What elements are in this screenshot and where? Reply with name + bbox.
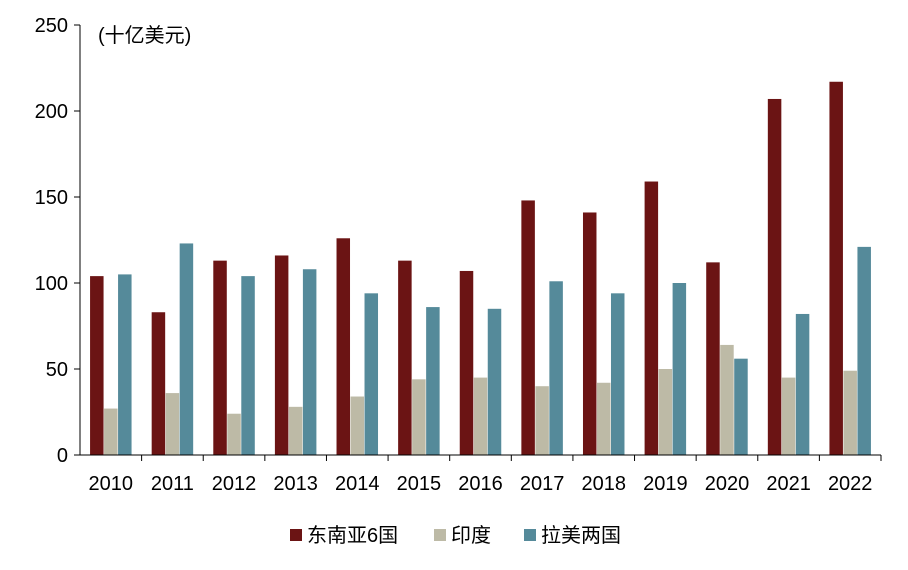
bar-series-2-2017 [549, 281, 563, 455]
bar-series-2-2011 [179, 243, 194, 455]
bar-series-2-2022 [857, 246, 871, 455]
bar-series-0-2020 [706, 262, 720, 455]
bar-series-0-2011 [151, 312, 166, 455]
bar-series-1-2022 [843, 370, 857, 455]
x-tick-label: 2014 [335, 473, 380, 495]
bar-series-1-2019 [658, 369, 673, 455]
bars-layer [90, 81, 871, 456]
unit-label: (十亿美元) [98, 24, 191, 47]
bar-series-0-2010 [90, 276, 104, 455]
bar-series-2-2016 [487, 308, 502, 455]
bar-series-0-2012 [213, 260, 227, 455]
bar-series-1-2016 [473, 377, 488, 455]
bar-series-1-2017 [535, 386, 549, 455]
bar-series-1-2011 [165, 393, 180, 455]
bar-series-1-2012 [227, 413, 241, 455]
legend-item-0: 东南亚6国 [290, 524, 398, 547]
axes-layer [79, 25, 881, 456]
bar-series-2-2015 [426, 307, 440, 455]
bar-series-0-2015 [398, 260, 412, 455]
bar-series-0-2019 [644, 181, 659, 455]
x-tick-label: 2016 [458, 473, 503, 495]
y-tick-label: 50 [46, 359, 68, 381]
bar-series-1-2010 [104, 408, 118, 455]
x-tick-label: 2015 [397, 473, 442, 495]
bar-series-0-2013 [274, 255, 289, 455]
bar-series-1-2013 [288, 406, 303, 455]
bar-series-2-2012 [241, 276, 255, 455]
y-tick-label: 0 [57, 445, 68, 467]
bar-series-0-2017 [521, 200, 535, 455]
bar-series-2-2020 [734, 358, 748, 455]
x-tick-label: 2021 [766, 473, 811, 495]
y-tick-label: 200 [35, 101, 68, 123]
bar-series-1-2021 [781, 377, 796, 455]
x-tick-label: 2018 [581, 473, 626, 495]
bar-series-0-2021 [767, 98, 782, 456]
x-tick-label: 2012 [212, 473, 257, 495]
bar-series-2-2018 [610, 293, 625, 455]
legend-swatch [290, 529, 302, 541]
x-tick-label: 2017 [520, 473, 565, 495]
legend-swatch [524, 529, 536, 541]
legend-item-2: 拉美两国 [524, 524, 621, 547]
legend-label: 拉美两国 [541, 524, 621, 547]
legend-swatch [434, 529, 446, 541]
bar-series-1-2018 [596, 382, 611, 455]
x-tick-label: 2020 [705, 473, 750, 495]
bar-series-1-2020 [720, 344, 734, 455]
x-ticks: 2010 2011 2012 2013 2014 2015 2016 2017 2018 2019… [89, 455, 882, 495]
bar-series-2-2010 [118, 274, 132, 455]
x-tick-label: 2010 [89, 473, 134, 495]
bar-series-0-2014 [336, 238, 351, 455]
x-tick-label: 2019 [643, 473, 688, 495]
bar-series-1-2014 [350, 396, 365, 455]
bar-series-2-2019 [672, 283, 687, 455]
legend-label: 东南亚6国 [307, 524, 398, 547]
legend: 东南亚6国 印度 拉美两国 [290, 524, 621, 547]
x-tick-label: 2011 [151, 473, 194, 495]
x-tick-label: 2022 [828, 473, 873, 495]
y-tick-label: 100 [35, 273, 68, 295]
y-ticks: 0 50 100 150 200 250 [35, 15, 80, 467]
bar-series-0-2016 [459, 270, 474, 455]
bar-series-0-2022 [829, 81, 843, 455]
bar-series-2-2014 [364, 293, 379, 455]
x-tick-label: 2013 [273, 473, 318, 495]
bar-series-2-2021 [795, 313, 810, 455]
bar-series-1-2015 [412, 379, 426, 455]
y-tick-label: 250 [35, 15, 68, 37]
legend-label: 印度 [451, 524, 491, 547]
y-tick-label: 150 [35, 187, 68, 209]
bar-series-0-2018 [582, 212, 597, 455]
legend-item-1: 印度 [434, 524, 491, 547]
bar-series-2-2013 [302, 269, 317, 455]
